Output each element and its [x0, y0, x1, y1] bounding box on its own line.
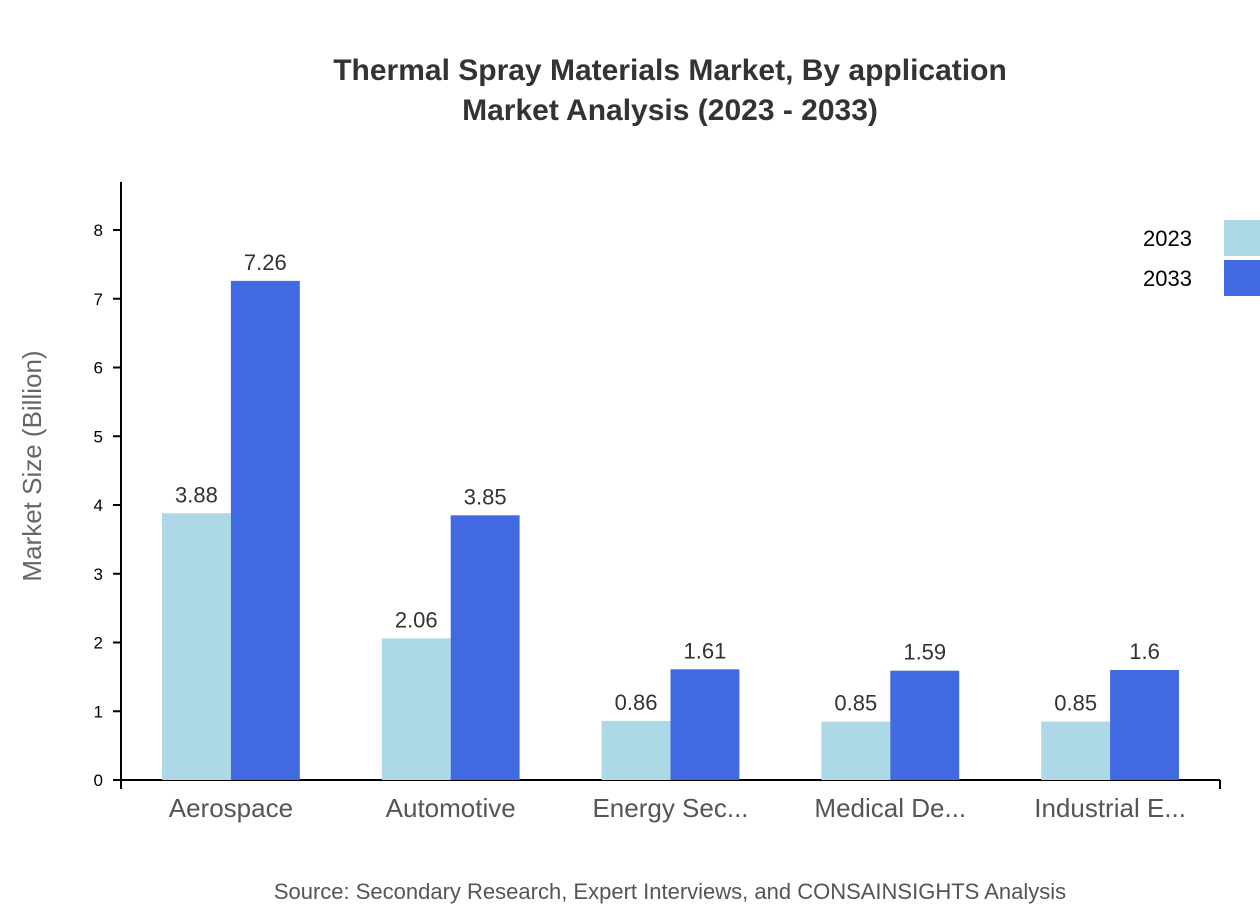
- data-label: 7.26: [244, 250, 287, 275]
- data-label: 3.88: [175, 482, 218, 507]
- bar-2023: [601, 720, 671, 780]
- bar-2033: [670, 669, 740, 780]
- x-axis: Aerospace Automotive Energy Sec... Medical …: [120, 779, 1221, 823]
- x-tick-label: Energy Sec...: [592, 793, 748, 823]
- x-tick-label: Automotive: [386, 793, 516, 823]
- bar-2033: [1110, 670, 1179, 780]
- bar-2023: [821, 721, 891, 780]
- chart-subtitle: Market Analysis (2023 - 2033): [462, 94, 878, 127]
- chart-title: Thermal Spray Materials Market, By appli…: [333, 54, 1007, 87]
- legend-swatch: [1224, 220, 1260, 256]
- x-tick-label: Aerospace: [169, 793, 293, 823]
- y-tick-label: 1: [94, 702, 103, 721]
- data-label: 1.61: [684, 638, 727, 663]
- y-tick-label: 3: [94, 565, 103, 584]
- bar-2033: [450, 515, 520, 780]
- data-label: 0.86: [615, 690, 658, 715]
- y-axis-label: Market Size (Billion): [17, 350, 47, 581]
- y-tick-label: 0: [94, 771, 103, 790]
- y-tick-label: 5: [94, 427, 103, 446]
- y-tick-label: 4: [94, 496, 103, 515]
- bar-2033: [890, 670, 960, 780]
- data-label: 3.85: [464, 484, 507, 509]
- y-tick-label: 2: [94, 634, 103, 653]
- legend: 2023 2033: [1143, 220, 1260, 296]
- y-tick-label: 8: [94, 221, 103, 240]
- legend-label: 2033: [1143, 266, 1192, 291]
- source-note: Source: Secondary Research, Expert Inter…: [274, 879, 1066, 904]
- data-label: 2.06: [395, 607, 438, 632]
- data-label: 1.59: [903, 640, 946, 665]
- bar-2023: [162, 513, 231, 780]
- legend-label: 2023: [1143, 226, 1192, 251]
- y-tick-label: 6: [94, 359, 103, 378]
- y-axis: 0 1 2 3 4 5 6 7 8: [94, 181, 122, 790]
- data-label: 0.85: [1054, 691, 1097, 716]
- bars: 3.88 7.26 2.06 3.85 0.86 1.61 0.85 1.59 0.85 1.6: [162, 250, 1179, 780]
- data-label: 1.6: [1129, 639, 1160, 664]
- x-tick-label: Medical De...: [814, 793, 966, 823]
- legend-swatch: [1224, 260, 1260, 296]
- bar-2023: [1041, 721, 1111, 780]
- bar-2023: [381, 638, 451, 780]
- y-tick-label: 7: [94, 290, 103, 309]
- data-label: 0.85: [834, 691, 877, 716]
- bar-2033: [230, 280, 300, 780]
- x-tick-label: Industrial E...: [1034, 793, 1186, 823]
